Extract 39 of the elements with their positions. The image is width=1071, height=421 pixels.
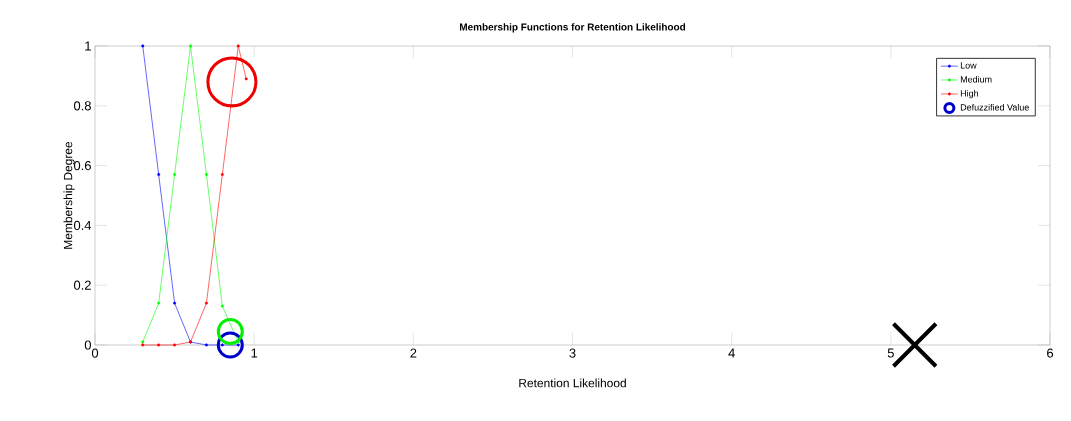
point xyxy=(173,343,177,347)
legend-label: High xyxy=(960,89,979,99)
point xyxy=(220,173,224,177)
y-tick-label: 1 xyxy=(85,41,91,51)
point xyxy=(236,44,240,48)
point xyxy=(173,173,177,177)
y-tick-label: 0.2 xyxy=(73,280,91,290)
point xyxy=(173,301,177,305)
point xyxy=(157,343,161,347)
point xyxy=(157,301,161,305)
point xyxy=(189,44,193,48)
x-tick-label: 1 xyxy=(251,348,258,358)
point xyxy=(244,77,248,81)
x-tick-label: 4 xyxy=(728,348,735,358)
y-axis-title: Membership Degree xyxy=(63,141,75,249)
point xyxy=(141,44,145,48)
point xyxy=(204,343,208,347)
legend-label: Defuzzified Value xyxy=(960,103,1029,111)
point xyxy=(216,318,244,346)
x-tick-label: 5 xyxy=(887,348,894,358)
point xyxy=(157,173,161,177)
point xyxy=(206,56,258,108)
point xyxy=(216,331,244,359)
legend-label: Low xyxy=(960,62,977,69)
chart-title: Membership Functions for Retention Likelihood xyxy=(459,23,686,33)
point xyxy=(220,304,224,308)
y-tick-label: 0.6 xyxy=(73,161,91,171)
x-tick-label: 3 xyxy=(569,348,576,358)
point xyxy=(204,301,208,305)
point xyxy=(220,343,224,347)
x-tick-label: 2 xyxy=(410,348,417,358)
x-axis-title: Retention Likelihood xyxy=(519,378,626,388)
y-tick-label: 0 xyxy=(84,340,91,350)
point xyxy=(204,173,208,177)
y-tick-label: 0.8 xyxy=(73,101,91,111)
y-tick-label: 0.4 xyxy=(73,220,92,230)
legend-label: Medium xyxy=(960,75,992,83)
x-tick-label: 0 xyxy=(91,348,99,358)
x-tick-label: 6 xyxy=(1047,348,1054,358)
